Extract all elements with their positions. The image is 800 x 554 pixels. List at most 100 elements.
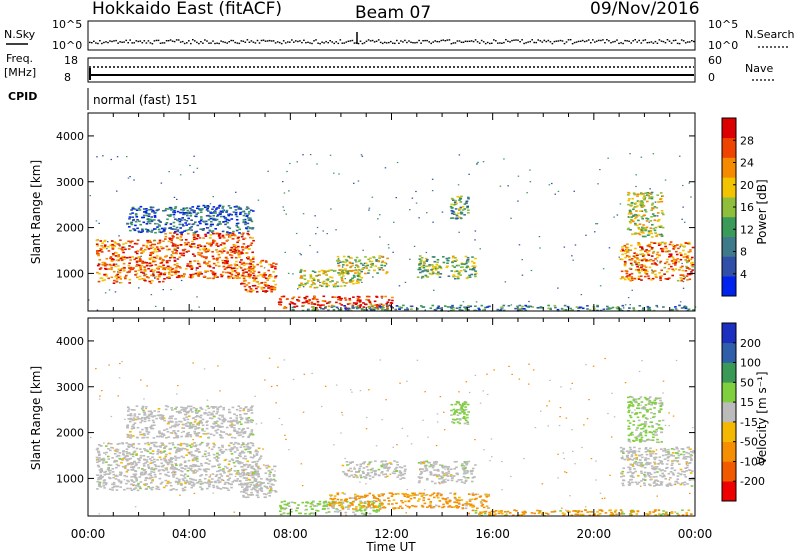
echo-pixel xyxy=(397,493,400,495)
echo-pixel xyxy=(344,308,348,311)
echo-pixel xyxy=(111,483,114,486)
echo-pixel xyxy=(391,299,394,302)
nsky-point xyxy=(630,42,632,44)
echo-pixel xyxy=(370,504,373,506)
nsky-point xyxy=(519,41,521,43)
noise-pixel xyxy=(155,305,157,307)
colorbar-tick-label: 12 xyxy=(740,223,754,236)
echo-pixel xyxy=(451,210,455,213)
echo-pixel xyxy=(644,209,647,211)
echo-pixel xyxy=(242,277,246,280)
echo-pixel xyxy=(270,489,274,492)
echo-pixel xyxy=(331,504,334,507)
noise-pixel xyxy=(379,236,381,238)
echo-pixel xyxy=(290,508,293,510)
echo-pixel xyxy=(635,216,638,218)
echo-pixel xyxy=(206,432,210,435)
echo-pixel xyxy=(224,257,228,259)
echo-pixel xyxy=(214,481,217,484)
nsky-point xyxy=(373,41,376,43)
echo-pixel xyxy=(175,411,179,413)
echo-pixel xyxy=(213,240,217,242)
echo-pixel xyxy=(640,229,643,231)
echo-pixel xyxy=(563,304,567,307)
echo-pixel xyxy=(344,511,348,514)
echo-pixel xyxy=(196,423,199,425)
echo-pixel xyxy=(140,420,144,422)
echo-pixel xyxy=(188,227,192,229)
echo-pixel xyxy=(141,437,144,439)
echo-pixel xyxy=(189,262,192,265)
echo-pixel xyxy=(661,226,665,229)
echo-pixel xyxy=(231,459,235,462)
echo-pixel xyxy=(173,259,177,262)
nsky-point xyxy=(218,42,220,45)
echo-pixel xyxy=(179,482,183,485)
nsky-point xyxy=(622,42,624,45)
echo-pixel xyxy=(330,502,334,505)
echo-pixel xyxy=(273,287,276,289)
echo-pixel xyxy=(129,434,132,436)
noise-pixel xyxy=(98,222,100,224)
echo-pixel xyxy=(426,269,430,271)
nsky-point xyxy=(242,40,245,42)
nsky-point xyxy=(684,42,687,44)
echo-pixel xyxy=(464,307,467,310)
echo-pixel xyxy=(464,270,468,273)
echo-pixel xyxy=(125,274,128,277)
echo-pixel xyxy=(253,455,256,457)
nsky-point xyxy=(327,42,329,44)
echo-pixel xyxy=(621,246,624,248)
echo-pixel xyxy=(168,273,171,275)
echo-pixel xyxy=(654,275,658,278)
echo-pixel xyxy=(239,473,242,475)
echo-pixel xyxy=(655,253,659,256)
echo-pixel xyxy=(225,209,229,212)
echo-pixel xyxy=(95,448,99,451)
echo-pixel xyxy=(310,512,313,514)
echo-pixel xyxy=(250,406,253,409)
echo-pixel xyxy=(96,245,100,247)
echo-pixel xyxy=(183,408,186,411)
echo-pixel xyxy=(516,305,519,308)
noise-pixel xyxy=(608,247,611,249)
echo-pixel xyxy=(686,242,690,245)
echo-pixel xyxy=(98,484,102,487)
echo-pixel xyxy=(191,481,195,484)
echo-pixel xyxy=(291,302,294,304)
echo-pixel xyxy=(431,265,435,268)
echo-pixel xyxy=(213,480,217,483)
echo-pixel xyxy=(108,476,111,479)
echo-pixel xyxy=(315,509,318,512)
echo-pixel xyxy=(633,193,637,196)
echo-pixel xyxy=(619,308,622,310)
echo-pixel xyxy=(264,274,267,276)
echo-pixel xyxy=(624,252,627,255)
nsky-point xyxy=(656,42,659,44)
echo-pixel xyxy=(358,508,362,511)
nsky-point xyxy=(587,39,590,41)
echo-pixel xyxy=(242,477,246,479)
echo-pixel xyxy=(648,192,652,195)
noise-pixel xyxy=(314,215,316,217)
echo-pixel xyxy=(518,304,522,307)
nsky-point xyxy=(388,41,390,44)
echo-pixel xyxy=(145,209,149,212)
noise-pixel xyxy=(468,173,470,175)
echo-pixel xyxy=(218,256,222,259)
echo-pixel xyxy=(214,422,218,424)
echo-pixel xyxy=(182,276,185,278)
echo-pixel xyxy=(243,275,246,277)
echo-pixel xyxy=(361,309,364,312)
echo-pixel xyxy=(496,308,500,311)
echo-pixel xyxy=(208,260,211,263)
echo-pixel xyxy=(238,452,242,455)
echo-pixel xyxy=(134,473,138,475)
echo-pixel xyxy=(232,419,235,422)
echo-pixel xyxy=(674,245,677,247)
echo-pixel xyxy=(220,478,224,481)
echo-pixel xyxy=(668,250,671,252)
echo-pixel xyxy=(219,215,223,218)
echo-pixel xyxy=(188,211,192,214)
echo-pixel xyxy=(237,208,241,210)
